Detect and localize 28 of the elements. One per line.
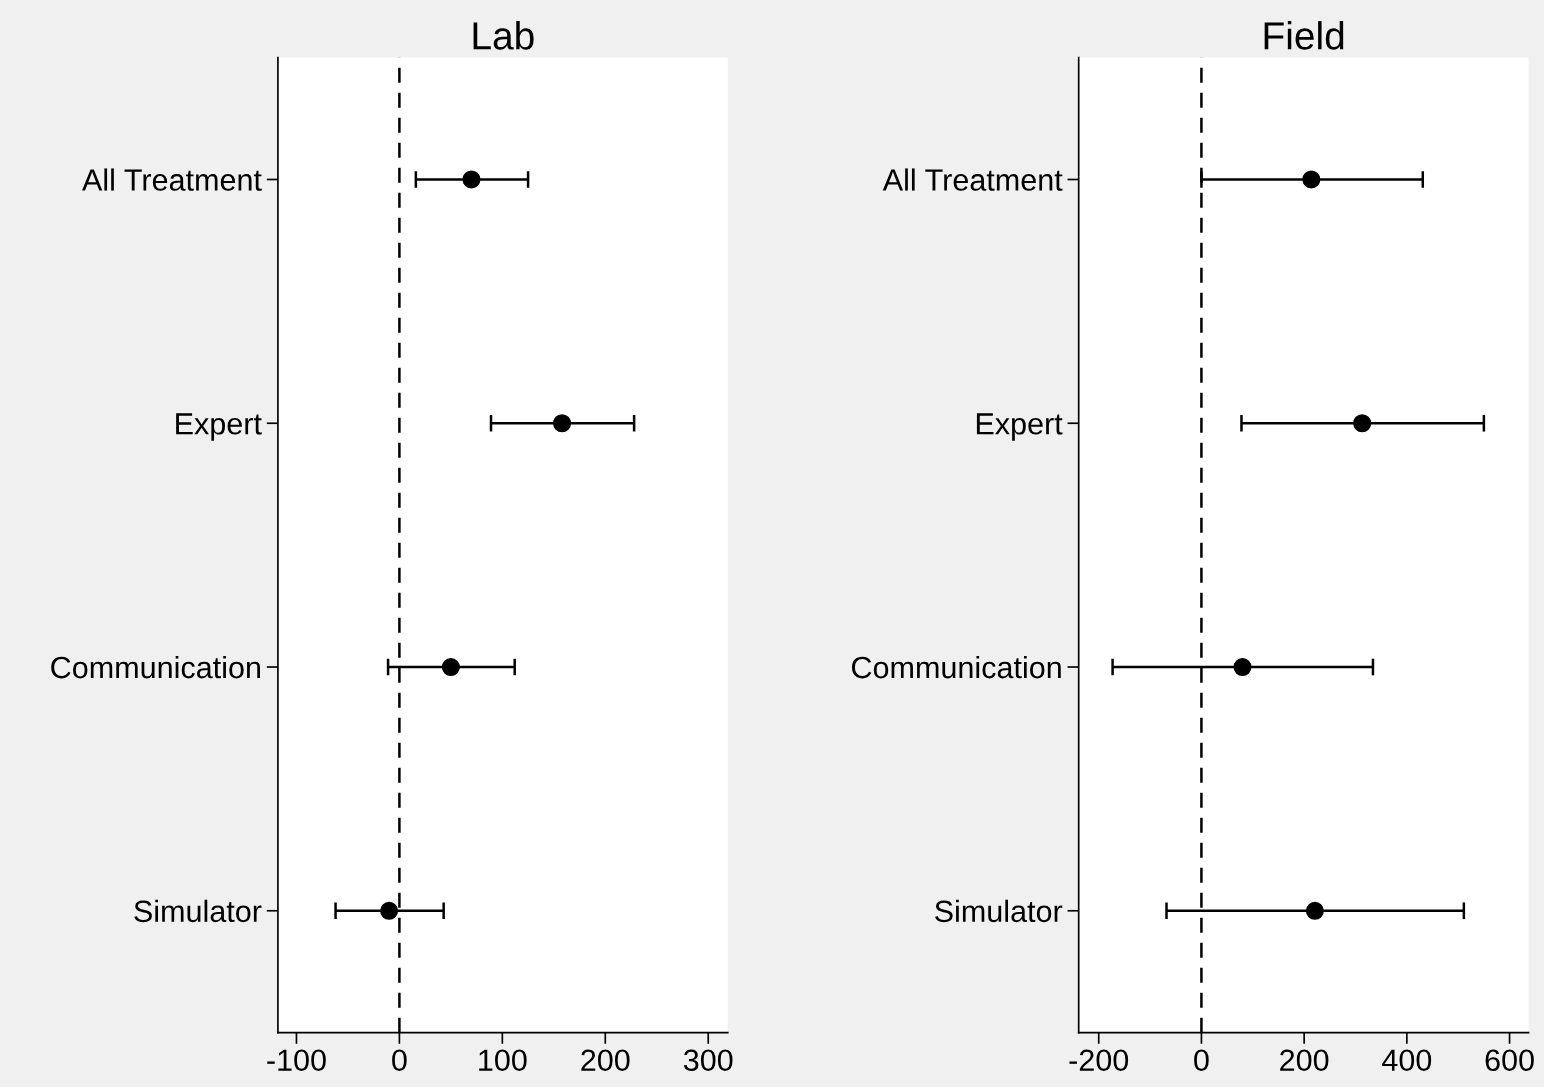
- x-tick-label: 200: [1280, 1049, 1329, 1072]
- y-tick-label: Expert: [976, 413, 1063, 441]
- x-tick-label: 0: [1194, 1049, 1209, 1072]
- point: [1305, 901, 1324, 920]
- point: [462, 170, 481, 189]
- y-tick-label: Expert: [176, 413, 262, 441]
- x-tick-label: 200: [581, 1049, 630, 1072]
- x-tick-label: -100: [267, 1049, 326, 1072]
- point: [1353, 414, 1372, 433]
- y-tick-label: Communication: [51, 655, 260, 679]
- x-tick-label: 300: [683, 1049, 733, 1072]
- x-tick-label: 0: [392, 1049, 407, 1072]
- point: [441, 657, 460, 677]
- x-tick-label: 100: [479, 1049, 527, 1072]
- point: [380, 901, 399, 920]
- x-tick-label: -200: [1069, 1049, 1129, 1072]
- y-tick-label: All Treatment: [82, 168, 262, 191]
- chart-title: Lab: [473, 21, 534, 50]
- y-tick-label: Simulator: [134, 899, 262, 923]
- chart-title: Field: [1264, 21, 1344, 50]
- point: [1302, 170, 1321, 189]
- y-tick-label: All Treatment: [882, 168, 1063, 191]
- point: [553, 414, 572, 433]
- y-tick-label: Communication: [852, 655, 1061, 679]
- y-tick-label: Simulator: [935, 899, 1063, 923]
- point: [1233, 657, 1252, 677]
- x-tick-label: 400: [1382, 1049, 1432, 1072]
- x-tick-label: 600: [1485, 1049, 1534, 1072]
